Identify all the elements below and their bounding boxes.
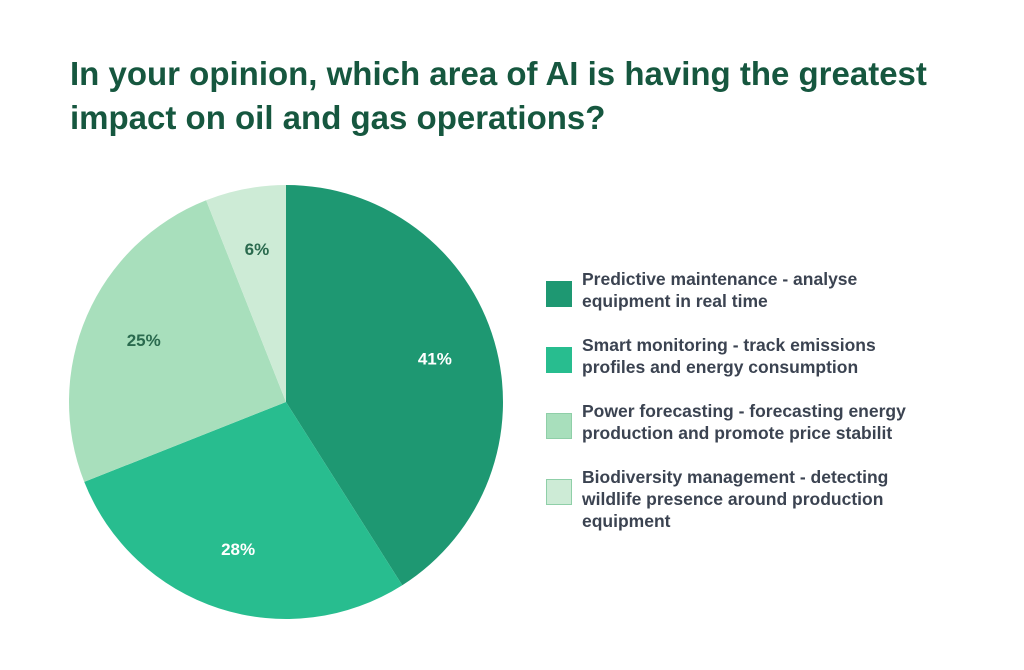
- legend-label: Biodiversity management - detecting wild…: [582, 467, 889, 531]
- pie-label-power-forecasting: 25%: [127, 331, 161, 350]
- chart-title: In your opinion, which area of AI is hav…: [70, 55, 927, 136]
- pie-slice-smart-monitoring: [84, 402, 403, 620]
- pie-slice-predictive-maintenance: [286, 185, 503, 586]
- legend-swatch: [546, 347, 572, 373]
- legend-swatch: [546, 281, 572, 307]
- pie-label-biodiversity-management: 6%: [245, 240, 270, 259]
- legend-swatch: [546, 413, 572, 439]
- legend-label: Power forecasting - forecasting energy p…: [582, 401, 906, 443]
- legend-label: Smart monitoring - track emissions profi…: [582, 335, 876, 377]
- pie-label-predictive-maintenance: 41%: [418, 349, 452, 368]
- pie-label-smart-monitoring: 28%: [221, 540, 255, 559]
- legend-label: Predictive maintenance - analyse equipme…: [582, 269, 858, 311]
- legend-swatch: [546, 479, 572, 505]
- pie-slice-biodiversity-management: [206, 185, 286, 402]
- pie-slice-power-forecasting: [69, 200, 287, 482]
